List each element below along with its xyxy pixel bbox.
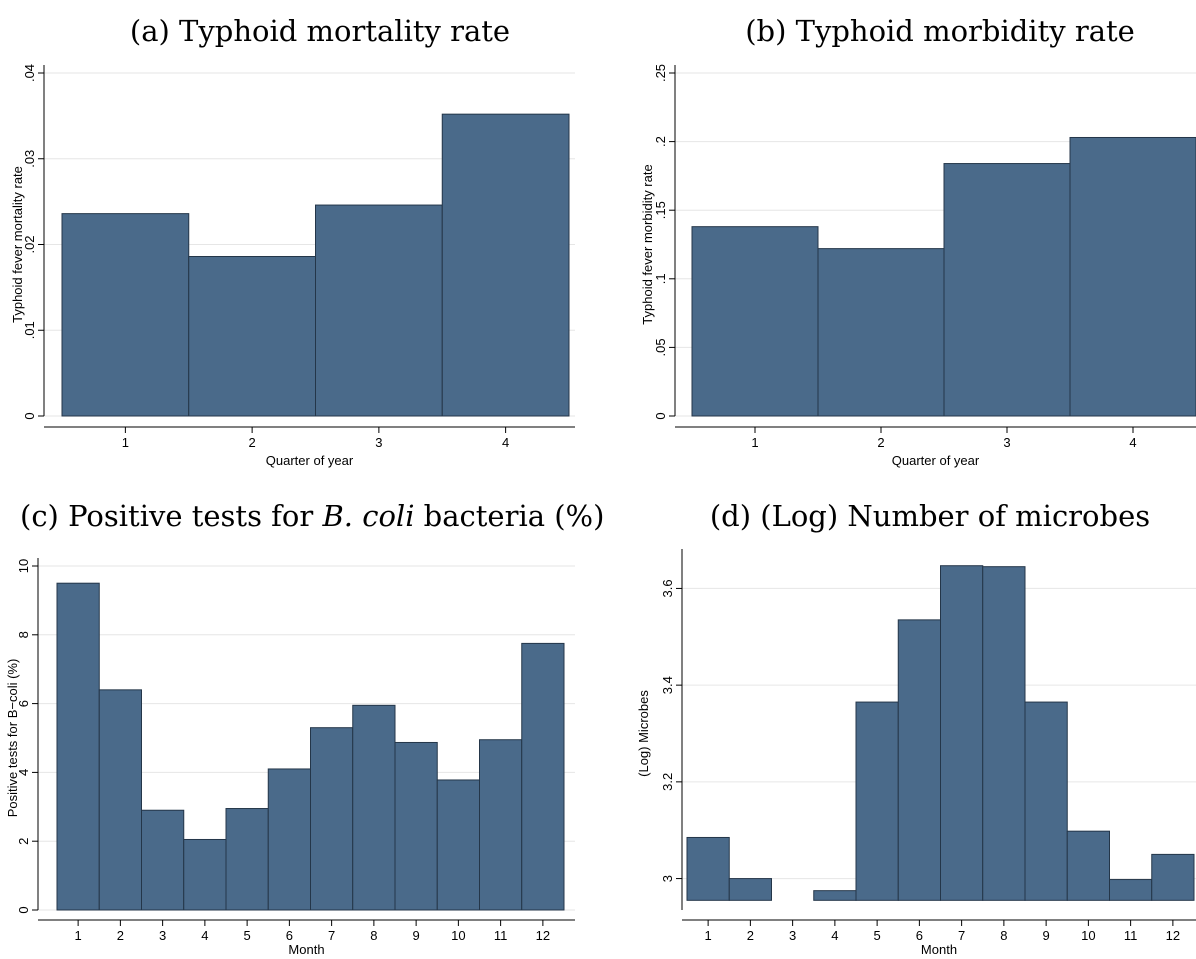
y-tick-label: .2: [653, 136, 668, 147]
y-tick-label: 2: [16, 838, 31, 845]
x-tick-label: 4: [201, 928, 208, 943]
bar: [943, 163, 1071, 417]
bar: [691, 226, 819, 417]
bar: [1069, 136, 1196, 417]
bar: [982, 566, 1026, 901]
panel-c-title: (c) Positive tests for B. coli bacteria …: [20, 499, 605, 533]
bar: [98, 689, 142, 911]
x-tick-label: 3: [159, 928, 166, 943]
bar: [315, 204, 443, 417]
x-tick-label: 6: [286, 928, 293, 943]
y-tick-label: .1: [653, 273, 668, 284]
y-tick-label: 0: [22, 412, 37, 419]
x-tick-label: 1: [122, 435, 129, 450]
y-axis-title: Typhoid fever mortality rate: [10, 166, 25, 323]
x-tick-label: 5: [874, 928, 881, 943]
x-tick-label: 11: [1124, 928, 1138, 943]
x-tick-label: 8: [370, 928, 377, 943]
x-tick-label: 9: [413, 928, 420, 943]
x-tick-label: 12: [1166, 928, 1180, 943]
y-axis-title: (Log) Microbes: [636, 690, 651, 777]
y-tick-label: 4: [16, 769, 31, 776]
x-tick-label: 6: [916, 928, 923, 943]
bar: [436, 779, 480, 911]
x-tick-label: 2: [877, 435, 884, 450]
bar: [267, 768, 311, 911]
x-axis-title: Month: [921, 942, 957, 957]
bar: [310, 727, 354, 911]
bar: [1151, 853, 1195, 901]
bar: [521, 642, 565, 911]
y-tick-label: 0: [653, 412, 668, 419]
y-tick-label: 10: [16, 559, 31, 573]
bar: [61, 213, 190, 417]
x-tick-label: 12: [536, 928, 550, 943]
x-tick-label: 10: [451, 928, 465, 943]
x-tick-label: 3: [789, 928, 796, 943]
y-tick-label: 3.6: [660, 579, 675, 597]
bar: [394, 741, 438, 911]
x-axis-title: Quarter of year: [892, 453, 980, 468]
y-tick-label: 3.2: [660, 773, 675, 791]
x-tick-label: 4: [502, 435, 509, 450]
y-tick-label: 3.4: [660, 676, 675, 694]
x-tick-label: 7: [958, 928, 965, 943]
panel-a-title: (a) Typhoid mortality rate: [129, 14, 511, 48]
x-tick-label: 7: [328, 928, 335, 943]
bar: [441, 113, 570, 417]
x-tick-label: 2: [747, 928, 754, 943]
x-tick-label: 1: [75, 928, 82, 943]
bar: [1024, 701, 1068, 901]
bar: [56, 582, 100, 911]
y-tick-label: .01: [22, 321, 37, 339]
x-tick-label: 3: [375, 435, 382, 450]
bar: [686, 836, 730, 901]
bar: [225, 808, 269, 911]
bar: [817, 248, 945, 417]
y-tick-label: .02: [22, 235, 37, 253]
y-tick-label: .03: [22, 150, 37, 168]
x-tick-label: 2: [117, 928, 124, 943]
x-tick-label: 5: [244, 928, 251, 943]
x-tick-label: 3: [1003, 435, 1010, 450]
y-tick-label: 6: [16, 700, 31, 707]
bar: [1109, 879, 1153, 901]
x-axis-title: Month: [288, 942, 324, 957]
x-tick-label: 4: [831, 928, 838, 943]
bar: [855, 701, 899, 901]
bar: [897, 619, 941, 901]
y-tick-label: 3: [660, 875, 675, 882]
panel-d-title: (d) (Log) Number of microbes: [709, 499, 1151, 533]
x-tick-label: 8: [1000, 928, 1007, 943]
y-axis-title: Positive tests for B−coli (%): [5, 659, 20, 818]
bar: [813, 890, 857, 901]
bar: [183, 838, 227, 911]
y-tick-label: .25: [653, 64, 668, 82]
bar: [1066, 830, 1110, 901]
panel-b-title: (b) Typhoid morbidity rate: [745, 14, 1135, 48]
bar: [940, 565, 984, 901]
x-tick-label: 2: [249, 435, 256, 450]
y-tick-label: 0: [16, 906, 31, 913]
bar: [188, 256, 316, 417]
x-tick-label: 10: [1081, 928, 1095, 943]
bar: [728, 878, 772, 901]
y-tick-label: 8: [16, 631, 31, 638]
y-tick-label: .15: [653, 201, 668, 219]
x-tick-label: 1: [705, 928, 712, 943]
x-tick-label: 1: [751, 435, 758, 450]
x-axis-title: Quarter of year: [266, 453, 354, 468]
y-axis-title: Typhoid fever morbidity rate: [640, 164, 655, 324]
x-tick-label: 11: [494, 928, 508, 943]
x-tick-label: 9: [1043, 928, 1050, 943]
y-tick-label: .05: [653, 338, 668, 356]
y-tick-label: .04: [22, 64, 37, 82]
x-tick-label: 4: [1129, 435, 1136, 450]
